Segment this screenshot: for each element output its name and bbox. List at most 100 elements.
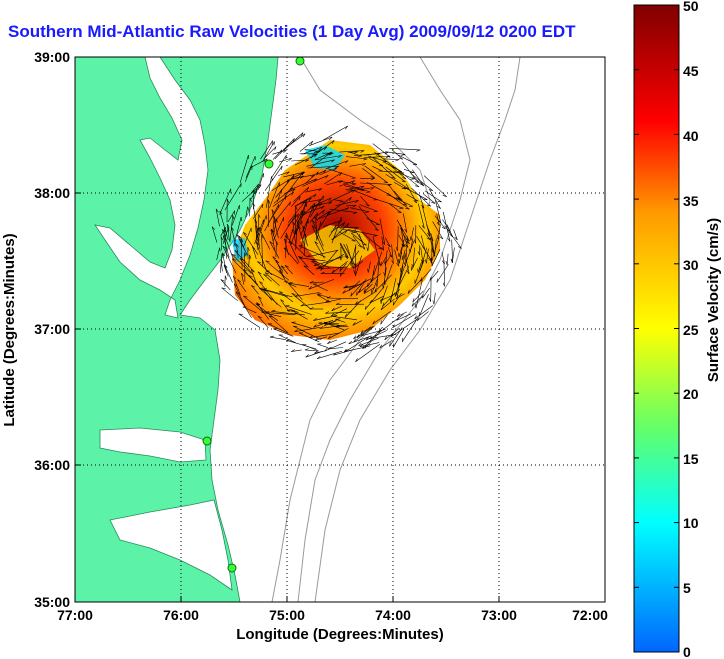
velocity-vector [271,155,287,179]
velocity-vector [325,298,341,303]
velocity-vector-head [320,266,323,271]
velocity-vector [311,220,324,247]
velocity-vector [398,154,418,165]
velocity-vector [257,315,269,329]
velocity-vector-head [442,282,445,287]
velocity-vector-head [276,241,279,246]
velocity-vector-head [369,299,373,304]
velocity-vector-head [433,252,435,257]
velocity-vector-head [258,296,262,300]
velocity-vector [426,248,429,264]
velocity-vector-head [309,335,313,338]
velocity-vector [372,143,391,158]
velocity-vector-head [351,265,355,269]
velocity-vector-head [331,269,335,274]
velocity-vector-head [450,258,453,263]
velocity-vector-head [374,228,379,231]
velocity-vector-head [327,320,331,325]
velocity-vector [379,218,386,245]
velocity-vector-head [232,215,235,220]
velocity-vector-head [366,247,369,252]
velocity-vector [306,205,314,222]
velocity-vector-head [252,246,256,250]
velocity-vector [237,279,247,293]
velocity-vector [301,146,323,155]
colorbar-tick-label: 25 [683,322,699,338]
velocity-vector-head [271,229,275,233]
velocity-vector [298,255,309,268]
velocity-vector [356,278,367,296]
velocity-vector-head [363,290,367,294]
velocity-vector [379,339,393,349]
velocity-vector-head [370,176,375,178]
velocity-vector [283,247,299,265]
velocity-vector-head [300,175,304,179]
velocity-vector [288,283,303,300]
velocity-vector-head [220,236,224,241]
velocity-vector-head [257,271,262,275]
velocity-vector [300,219,309,236]
velocity-vector [236,234,248,256]
velocity-vector-head [360,150,365,153]
velocity-vector-head [335,224,337,230]
velocity-vector [412,176,424,185]
velocity-vector-head [328,136,333,141]
velocity-vector [314,155,342,161]
velocity-vector-head [439,236,444,240]
velocity-vector [348,335,372,345]
velocity-vector [331,308,348,317]
velocity-vector [354,246,357,275]
velocity-vector [411,173,433,191]
velocity-vector-head [288,283,293,286]
colorbar-tick-label: 50 [683,0,699,14]
velocity-vector-head [367,268,369,273]
velocity-vector-head [211,226,216,230]
velocity-vector [314,350,327,354]
velocity-vector [434,238,437,257]
velocity-vector-head [395,295,399,299]
velocity-vector-head [231,226,234,231]
velocity-vector [211,226,218,243]
colorbar [633,4,680,653]
x-axis-label: Longitude (Degrees:Minutes) [236,626,444,643]
velocity-vector [242,306,257,314]
velocity-vector [264,165,283,191]
velocity-vector [339,228,356,233]
velocity-vector [327,168,356,179]
velocity-vector-head [311,225,316,229]
velocity-vector-head [360,330,364,334]
velocity-vector [309,332,340,338]
velocity-vector-head [328,197,332,202]
velocity-vector [250,269,257,285]
velocity-vector-head [392,167,397,169]
velocity-vector [278,334,296,344]
velocity-vector-head [305,354,309,358]
velocity-vector-head [257,261,262,264]
velocity-vector-head [297,221,300,226]
velocity-vector [327,339,338,344]
velocity-vector-head [348,340,352,345]
velocity-vector-head [271,209,275,213]
velocity-vector [290,309,308,320]
velocity-vector [219,211,229,241]
velocity-vector [411,187,431,207]
velocity-vector [306,159,335,167]
velocity-vector-head [243,232,247,235]
velocity-vector-head [286,171,290,175]
velocity-vector [373,251,383,276]
velocity-vector-head [240,183,242,188]
velocity-vector [333,199,344,202]
velocity-vector-head [335,302,340,305]
velocity-vector-head [378,329,381,334]
velocity-vector [417,311,429,321]
velocity-vector [291,159,309,162]
velocity-vector [300,301,331,307]
colorbar-tick-label: 35 [683,193,699,209]
velocity-vector [363,286,376,294]
velocity-vector [358,337,379,347]
velocity-vector [312,197,332,207]
velocity-vector-head [431,202,436,204]
velocity-vector [333,316,357,321]
velocity-vector [285,305,312,315]
velocity-vector-head [432,300,435,305]
